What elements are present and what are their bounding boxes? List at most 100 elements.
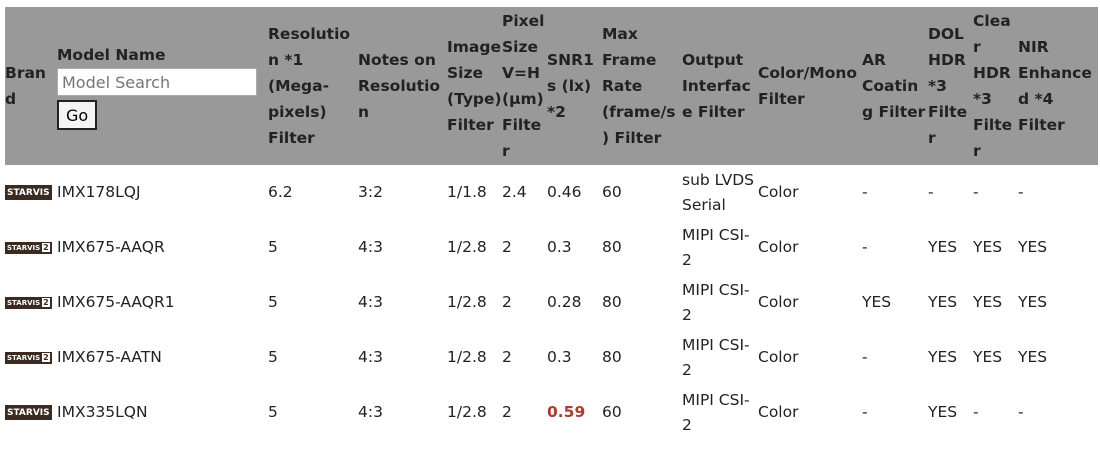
cell: - [973, 403, 979, 421]
column-header: DOL HDR *3 Filter [928, 7, 973, 165]
cell: 5 [268, 348, 278, 366]
table-row: STARVIS 2 IMX675-AATN 5 4:3 1/2.8 2 0.3 80 MIPI C… [5, 330, 1098, 385]
cell: 5 [268, 403, 278, 421]
column-title: Pixel Size V=H (µm) Filter [502, 12, 545, 160]
model-name: IMX675-AAQR1 [57, 293, 175, 311]
brand-name: STARVIS [7, 407, 50, 418]
cell: 60 [602, 403, 622, 421]
column-header: AR Coating Filter [862, 7, 928, 165]
model-name: IMX675-AAQR [57, 238, 165, 256]
model-name: IMX335LQN [57, 403, 148, 421]
brand-name: STARVIS [7, 187, 50, 198]
search-input[interactable] [57, 68, 257, 96]
column-header: Clear HDR *3 Filter [973, 7, 1018, 165]
cell: 4:3 [358, 293, 383, 311]
table-row: STARVIS 2 IMX675-AAQR1 5 4:3 1/2.8 2 0.28 80 MIPI… [5, 275, 1098, 330]
cell: 6.2 [268, 183, 293, 201]
column-title: DOL HDR *3 Filter [928, 25, 968, 147]
cell: 0.3 [547, 348, 572, 366]
brand-logo: STARVIS [5, 185, 52, 200]
cell: YES [928, 293, 958, 311]
column-title: Notes on Resolution [358, 51, 441, 121]
brand-version: 2 [42, 243, 50, 252]
brand-logo: STARVIS 2 [5, 241, 52, 254]
column-title: Output Interface Filter [682, 51, 751, 121]
column-header: Output Interface Filter [682, 7, 758, 165]
cell: - [973, 183, 979, 201]
column-title: Model Name [57, 46, 166, 64]
brand-name: STARVIS [7, 298, 41, 307]
cell: 3:2 [358, 183, 383, 201]
brand-name: STARVIS [7, 243, 41, 252]
cell: YES [1018, 293, 1048, 311]
cell: YES [862, 293, 892, 311]
cell: sub LVDS Serial [682, 170, 754, 214]
cell: 0.59 [547, 403, 586, 421]
brand-logo: STARVIS [5, 405, 52, 420]
cell: YES [973, 238, 1003, 256]
cell: 0.46 [547, 183, 582, 201]
cell: IMX335LQN [57, 385, 268, 440]
cell: 2 [502, 293, 512, 311]
cell: - [862, 183, 868, 201]
cell: 60 [602, 183, 622, 201]
model-name: IMX675-AATN [57, 348, 162, 366]
column-title: Color/Mono Filter [758, 64, 858, 108]
column-title: Image Size (Type) Filter [447, 38, 502, 134]
cell: 4:3 [358, 348, 383, 366]
cell: 0.28 [547, 293, 582, 311]
column-header: Image Size (Type) Filter [447, 7, 502, 165]
cell: 80 [602, 293, 622, 311]
cell: IMX675-AATN [57, 330, 268, 385]
cell: Color [758, 403, 799, 421]
cell: Color [758, 348, 799, 366]
cell: 1/1.8 [447, 183, 487, 201]
cell: MIPI CSI-2 [682, 335, 750, 379]
brand-version: 2 [42, 353, 50, 362]
cell: YES [1018, 348, 1048, 366]
cell: MIPI CSI-2 [682, 390, 750, 434]
column-header: Notes on Resolution [358, 7, 447, 165]
cell: 4:3 [358, 403, 383, 421]
column-header: Brand [5, 7, 57, 165]
cell: IMX675-AAQR [57, 220, 268, 275]
cell: Color [758, 238, 799, 256]
cell: YES [928, 348, 958, 366]
cell: MIPI CSI-2 [682, 280, 750, 324]
cell: 0.3 [547, 238, 572, 256]
column-title: Brand [5, 64, 46, 108]
cell: YES [928, 403, 958, 421]
cell: YES [973, 348, 1003, 366]
cell: - [862, 238, 868, 256]
brand-cell: STARVIS 2 [5, 220, 57, 275]
model-name: IMX178LQJ [57, 183, 141, 201]
column-title: AR Coating Filter [862, 51, 926, 121]
cell: - [862, 403, 868, 421]
column-header: Model Name Go [57, 7, 268, 165]
header-row: Brand Model Name Go Resolution *1 (Mega-pix… [5, 7, 1098, 165]
cell: - [1018, 183, 1024, 201]
cell: 80 [602, 238, 622, 256]
cell: 1/2.8 [447, 403, 487, 421]
cell: 1/2.8 [447, 293, 487, 311]
cell: 2 [502, 348, 512, 366]
search-button[interactable]: Go [57, 100, 98, 130]
cell: IMX675-AAQR1 [57, 275, 268, 330]
cell: 5 [268, 293, 278, 311]
column-header: Max Frame Rate (frame/s) Filter [602, 7, 682, 165]
brand-name: STARVIS [7, 353, 41, 362]
cell: - [1018, 403, 1024, 421]
brand-logo: STARVIS 2 [5, 351, 52, 364]
column-title: NIR Enhanced *4 Filter [1018, 38, 1092, 134]
cell: YES [973, 293, 1003, 311]
table-row: STARVIS IMX335LQN 5 4:3 1/2.8 2 0.59 60 MIPI CSI… [5, 385, 1098, 440]
column-header: Color/Mono Filter [758, 7, 862, 165]
sensor-table: Brand Model Name Go Resolution *1 (Mega-pix… [5, 7, 1098, 440]
table-body: STARVIS IMX178LQJ 6.2 3:2 1/1.8 2.4 0.46 60 sub … [5, 165, 1098, 440]
cell: 2 [502, 238, 512, 256]
table-row: STARVIS IMX178LQJ 6.2 3:2 1/1.8 2.4 0.46 60 sub … [5, 165, 1098, 220]
cell: - [862, 348, 868, 366]
brand-logo: STARVIS 2 [5, 296, 52, 309]
cell: Color [758, 183, 799, 201]
